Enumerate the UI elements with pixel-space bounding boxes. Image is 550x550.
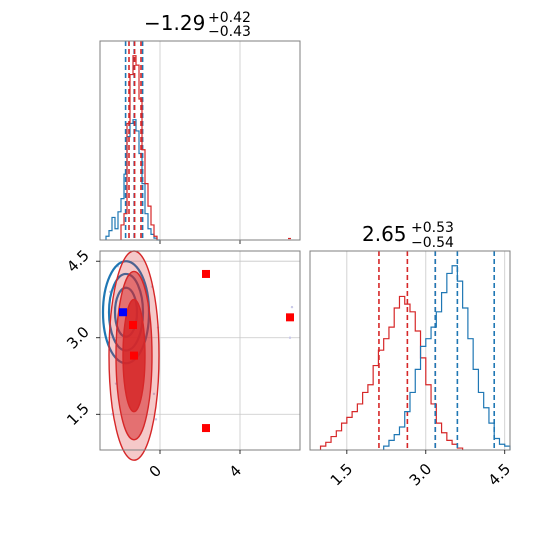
panel-1-frame bbox=[99, 40, 301, 241]
truth-marker-0 bbox=[202, 269, 210, 278]
panel-2-frame bbox=[99, 250, 301, 451]
panel-3-frame bbox=[309, 250, 511, 451]
x-tick-label-2: 4.5 bbox=[485, 460, 515, 490]
truth-marker-2 bbox=[129, 320, 137, 329]
x-tick-label-0: 1.5 bbox=[327, 460, 357, 490]
y-tick-label-1: 3.0 bbox=[63, 323, 93, 353]
sample-point bbox=[288, 336, 292, 339]
truth-marker-3 bbox=[130, 351, 138, 360]
panel-marginal-param-1: −1.29 +0.42 −0.43 bbox=[99, 10, 301, 244]
x-tick-label-0: 0 bbox=[146, 462, 165, 481]
panel-1-title-upper-error: +0.42 bbox=[208, 10, 251, 26]
histogram-series-0 bbox=[105, 119, 160, 241]
x-tick-label-1: 4 bbox=[226, 462, 245, 481]
sample-point bbox=[152, 392, 156, 396]
panel-marginal-param-2: 2.65 +0.53 −0.54 1.5 3.0 4.5 bbox=[309, 220, 515, 490]
x-tick-label-1: 3.0 bbox=[406, 460, 436, 490]
y-tick-label-0: 1.5 bbox=[63, 399, 93, 429]
truth-marker-1 bbox=[286, 313, 294, 322]
panel-3-title-upper-error: +0.53 bbox=[411, 220, 454, 236]
truth-marker-5 bbox=[119, 308, 127, 317]
panel-1-title-value: −1.29 bbox=[144, 11, 205, 35]
sample-point bbox=[290, 305, 294, 309]
panel-joint-param1-param2: 0 4 1.5 3.0 4.5 bbox=[63, 246, 301, 481]
histogram-series-1 bbox=[383, 265, 511, 450]
truth-marker-4 bbox=[202, 424, 210, 433]
panel-3-title-lower-error: −0.54 bbox=[411, 235, 454, 251]
y-tick-label-2: 4.5 bbox=[63, 246, 93, 276]
panel-1-title-lower-error: −0.43 bbox=[208, 24, 251, 40]
histogram-series-1 bbox=[120, 55, 158, 240]
panel-3-title-value: 2.65 bbox=[362, 222, 407, 246]
sample-point bbox=[154, 418, 158, 421]
histogram-series-0 bbox=[319, 295, 464, 450]
